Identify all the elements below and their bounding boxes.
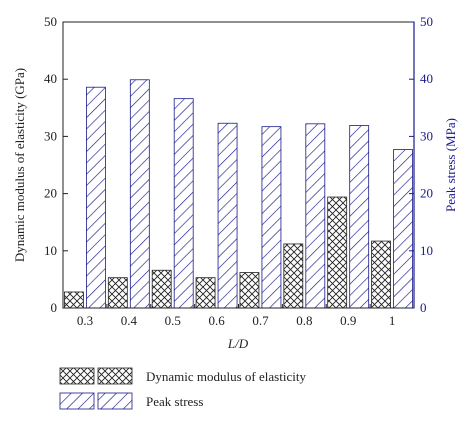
bars-group (64, 79, 413, 309)
legend-label-series-2: Peak stress (146, 394, 203, 409)
right-tick-label: 20 (420, 186, 433, 201)
legend: Dynamic modulus of elasticity Peak stres… (59, 367, 306, 410)
bar-series-1-0.5 (151, 269, 172, 309)
right-tick-label: 30 (420, 128, 433, 143)
bar-series-2-0.6 (217, 122, 238, 309)
legend-swatch-series-2b (97, 392, 133, 410)
bar-series-2-0.5 (173, 98, 194, 309)
bar-series-2-0.9 (349, 125, 370, 309)
y-axis-right-title: Peak stress (MPa) (443, 118, 458, 212)
right-tick-label: 10 (420, 243, 433, 258)
bar-series-1-0.4 (107, 277, 128, 309)
legend-swatch-series-1b (97, 367, 133, 385)
x-tick-label: 0.6 (208, 313, 225, 328)
x-tick-label: 0.4 (121, 313, 138, 328)
bar-series-1-0.7 (239, 272, 260, 309)
bar-series-1-1 (371, 240, 391, 309)
bar-series-2-0.3 (86, 86, 106, 309)
x-axis-ticks: 0.3 0.4 0.5 0.6 0.7 0.8 0.9 1 (62, 304, 415, 328)
x-tick-label: 0.7 (252, 313, 269, 328)
legend-swatch-series-1a (59, 367, 95, 385)
x-axis-title: L/D (227, 336, 249, 351)
legend-swatch-series-2a (59, 392, 95, 410)
legend-label-series-1: Dynamic modulus of elasticity (146, 369, 306, 384)
left-tick-label: 20 (44, 186, 57, 201)
x-tick-label: 0.5 (165, 313, 181, 328)
bar-series-1-0.3 (64, 291, 84, 309)
x-tick-label: 0.3 (77, 313, 93, 328)
bar-series-2-0.8 (305, 123, 326, 309)
right-tick-label: 0 (420, 300, 427, 315)
right-tick-label: 50 (420, 14, 433, 29)
left-tick-label: 50 (44, 14, 57, 29)
right-tick-label: 40 (420, 71, 433, 86)
bar-series-2-0.4 (129, 79, 150, 309)
x-tick-label: 0.8 (296, 313, 312, 328)
y-axis-left-title: Dynamic modulus of elasticity (GPa) (12, 68, 27, 262)
left-tick-label: 30 (44, 128, 57, 143)
left-tick-label: 10 (44, 243, 57, 258)
right-axis-ticks: 0 10 20 30 40 50 (409, 14, 433, 315)
bar-series-2-0.7 (261, 126, 282, 309)
x-tick-label: 1 (389, 313, 396, 328)
left-tick-label: 0 (51, 300, 58, 315)
bar-series-1-0.9 (327, 196, 348, 309)
bar-series-1-0.8 (283, 243, 304, 309)
bar-series-1-0.6 (195, 277, 216, 309)
left-tick-label: 40 (44, 71, 57, 86)
x-tick-label: 0.9 (340, 313, 356, 328)
bar-series-2-1 (393, 149, 413, 309)
left-axis-ticks: 0 10 20 30 40 50 (44, 14, 68, 315)
